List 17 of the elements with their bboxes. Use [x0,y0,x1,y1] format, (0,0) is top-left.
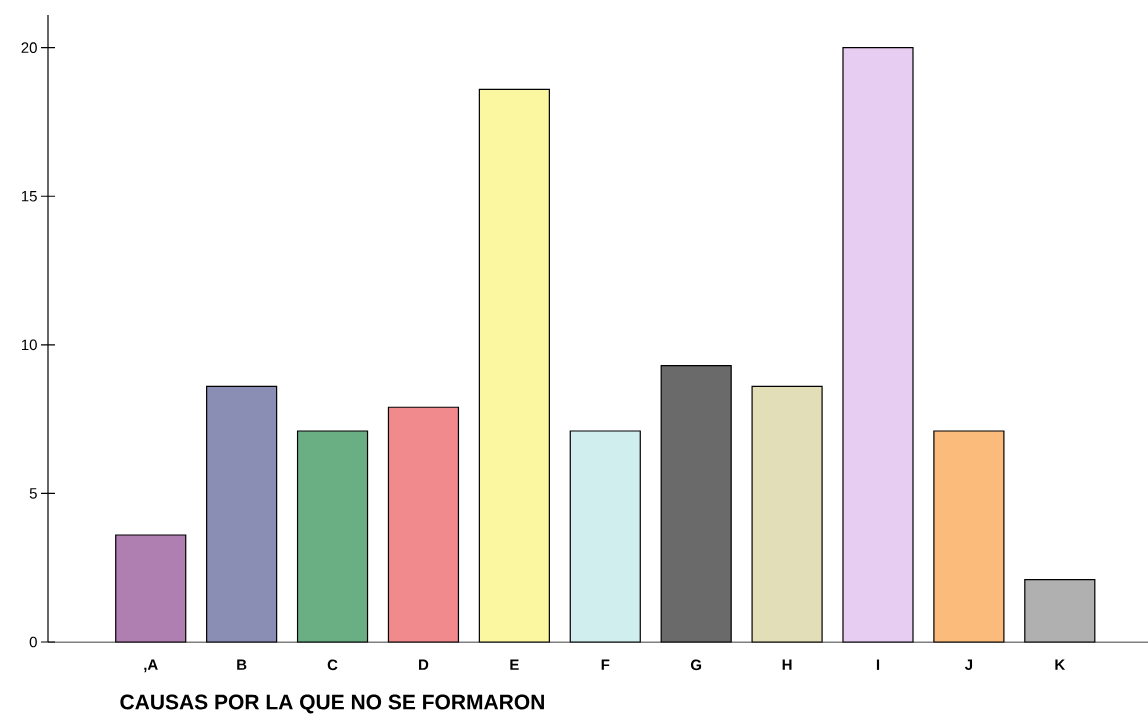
x-tick-label: G [690,659,702,671]
x-tick-label: B [237,659,247,670]
x-axis-title: CAUSAS POR LA QUE NO SE FORMARON [120,694,544,714]
y-tick-label: 10 [21,339,37,351]
y-tick-label: 5 [29,488,37,499]
y-tick-label: 20 [21,42,37,53]
x-tick-label: ,A [144,659,158,673]
x-tick-label: F [601,659,610,670]
x-tick-label: K [1055,659,1066,670]
y-tick-label: 15 [21,191,37,202]
y-tick-label: 0 [29,636,37,648]
x-tick-label: D [419,659,429,670]
x-tick-label: I [876,659,880,670]
x-tick-label: H [782,659,792,670]
x-tick-label: E [510,659,519,670]
x-tick-label: J [964,659,973,670]
x-tick-label: C [327,659,338,671]
